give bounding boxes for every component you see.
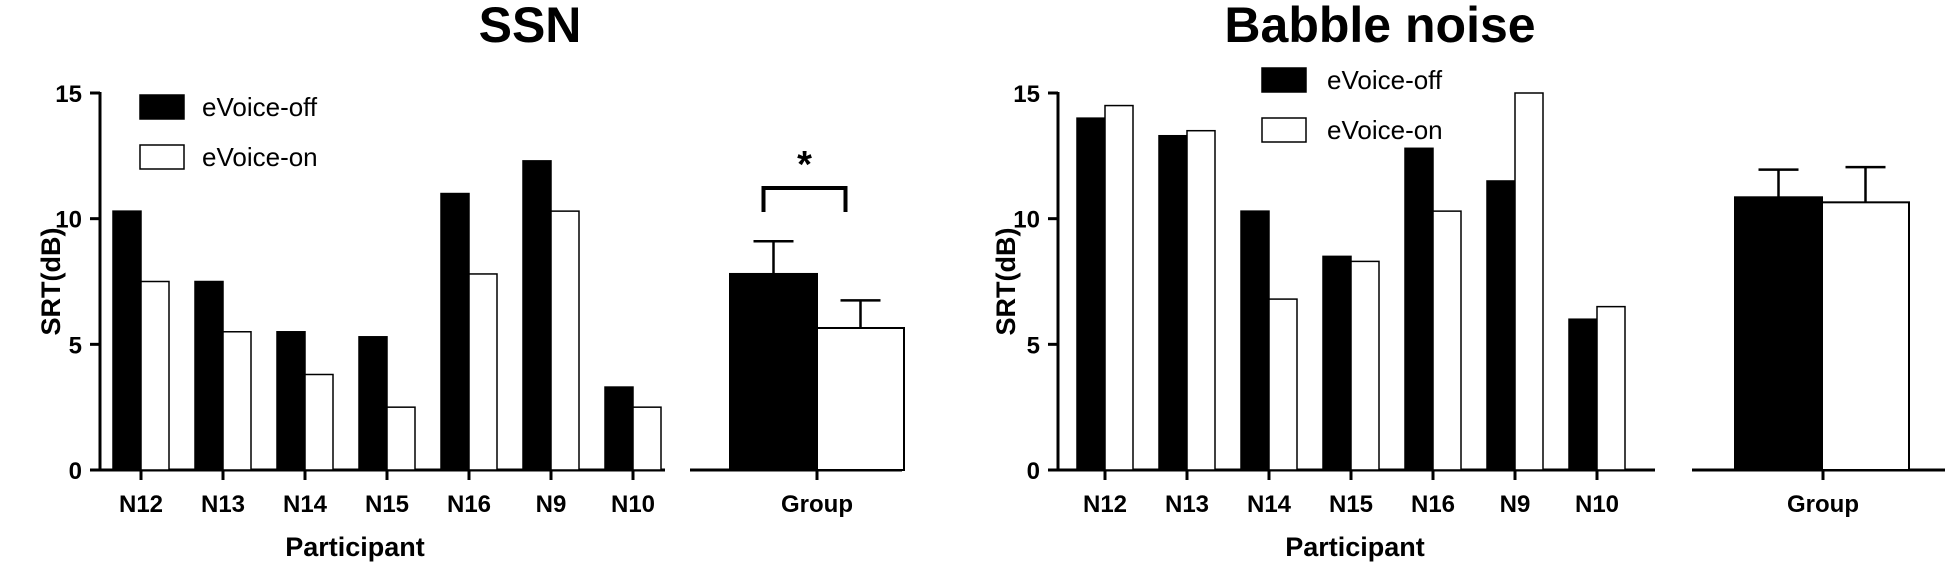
legend-label: eVoice-on [1327, 115, 1443, 145]
bar-N14-eVoice-on [304, 373, 334, 471]
bar-N12-eVoice-off [112, 210, 142, 471]
bar-N16-eVoice-on [1432, 210, 1462, 471]
bar-N16-eVoice-off [1404, 147, 1434, 471]
chart-title: Babble noise [1224, 0, 1535, 53]
legend-swatch-eVoice-on [139, 144, 185, 170]
bar-N15-eVoice-on [1350, 260, 1380, 471]
bar-N13-eVoice-on [222, 331, 252, 471]
bar-N13-eVoice-off [1158, 134, 1188, 471]
group-bar-eVoice-on [1821, 201, 1910, 472]
x-axis-label: Participant [1285, 532, 1425, 562]
x-tick-label: N12 [119, 491, 163, 518]
y-tick-label: 5 [69, 332, 82, 359]
group-bar-eVoice-off [1734, 196, 1823, 471]
chart-panel-2: Babble noise SRT(dB) 0 5 10 15 N12 N13 N14 N15 N16… [991, 0, 1945, 562]
bar-N13-eVoice-off [194, 280, 224, 471]
group-label: Group [1787, 491, 1859, 518]
group-label: Group [781, 491, 853, 518]
bar-N9-eVoice-on [1514, 92, 1544, 471]
y-axis-label: SRT(dB) [36, 228, 66, 336]
x-tick-label: N14 [283, 491, 328, 518]
legend-swatch-eVoice-on [1261, 117, 1307, 143]
x-tick-label: N10 [611, 491, 655, 518]
x-tick-label: N16 [447, 491, 491, 518]
bar-N10-eVoice-on [1596, 305, 1626, 471]
legend-label: eVoice-on [202, 142, 318, 172]
x-tick-label: N10 [1575, 491, 1619, 518]
legend-label: eVoice-off [202, 92, 318, 122]
bar-N12-eVoice-on [1104, 104, 1134, 471]
legend-swatch-eVoice-off [1261, 67, 1307, 93]
y-tick-label: 5 [1027, 332, 1040, 359]
significance-marker: * [797, 144, 812, 186]
x-tick-label: N15 [365, 491, 409, 518]
bar-N9-eVoice-on [550, 210, 580, 471]
bar-N12-eVoice-off [1076, 117, 1106, 471]
y-axis-label: SRT(dB) [991, 228, 1021, 336]
bar-N10-eVoice-off [604, 386, 634, 471]
group-bar-eVoice-off [729, 272, 818, 471]
bar-N14-eVoice-on [1268, 298, 1298, 471]
x-tick-label: N16 [1411, 491, 1455, 518]
x-tick-label: N12 [1083, 491, 1127, 518]
significance-bracket [761, 186, 848, 212]
x-axis-label: Participant [285, 532, 425, 562]
bar-N16-eVoice-off [440, 192, 470, 471]
y-tick-label: 10 [55, 207, 82, 234]
legend-label: eVoice-off [1327, 65, 1443, 95]
chart-title: SSN [479, 0, 582, 53]
bar-N12-eVoice-on [140, 280, 170, 471]
bar-N14-eVoice-off [1240, 210, 1270, 471]
legend-swatch-eVoice-off [139, 94, 185, 120]
y-tick-label: 15 [55, 81, 82, 108]
x-tick-label: N15 [1329, 491, 1373, 518]
bar-N13-eVoice-on [1186, 129, 1216, 471]
bar-N15-eVoice-on [386, 406, 416, 471]
group-bar-eVoice-on [816, 326, 905, 471]
x-tick-label: N9 [1500, 491, 1531, 518]
bar-N10-eVoice-on [632, 406, 662, 471]
bar-N15-eVoice-off [1322, 255, 1352, 471]
bar-N15-eVoice-off [358, 336, 388, 471]
y-tick-label: 15 [1013, 81, 1040, 108]
bar-N16-eVoice-on [468, 273, 498, 471]
bar-N14-eVoice-off [276, 331, 306, 471]
x-tick-label: N13 [201, 491, 245, 518]
y-tick-label: 10 [1013, 207, 1040, 234]
bar-N9-eVoice-off [1486, 180, 1516, 471]
bar-N10-eVoice-off [1568, 318, 1598, 471]
x-tick-label: N9 [536, 491, 567, 518]
chart-panel-1: SSN SRT(dB) 0 5 10 15 N12 N13 N14 N15 N16 N9 N10 Part… [36, 0, 905, 562]
y-tick-label: 0 [69, 458, 82, 485]
x-tick-label: N14 [1247, 491, 1292, 518]
bar-N9-eVoice-off [522, 160, 552, 471]
y-tick-label: 0 [1027, 458, 1040, 485]
x-tick-label: N13 [1165, 491, 1209, 518]
